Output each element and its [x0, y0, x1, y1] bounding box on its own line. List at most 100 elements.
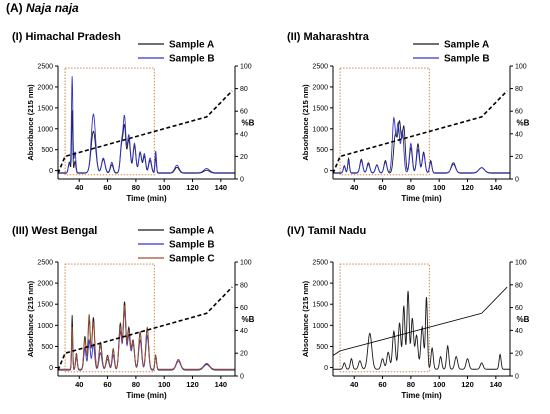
y2-tick-label: 80	[240, 282, 248, 289]
x-axis-label: Time (min)	[126, 194, 167, 203]
legend-label: Sample B	[444, 54, 490, 65]
y2-axis-label: %B	[242, 315, 255, 324]
y2-tick-label: 60	[240, 305, 248, 312]
y-tick-label: 500	[316, 147, 328, 154]
y2-tick-label: 0	[240, 177, 244, 184]
y-tick-label: 2500	[37, 260, 53, 267]
y2-tick-label: 0	[515, 177, 519, 184]
y-tick-label: 1500	[37, 302, 53, 309]
series-line-trace-1	[333, 290, 510, 370]
x-tick-label: 100	[158, 183, 171, 192]
figure-label: (A)	[6, 1, 23, 15]
y-axis-label: Absorbance (215 nm)	[26, 84, 35, 161]
legend-label: Sample B	[169, 240, 215, 251]
y-tick-label: 2000	[312, 281, 328, 288]
y2-tick-label: 20	[240, 154, 248, 161]
y-tick-label: 1000	[312, 323, 328, 330]
highlight-box	[339, 263, 430, 373]
y2-axis-label: %B	[517, 315, 530, 324]
x-tick-label: 140	[215, 380, 228, 389]
series-line-sample-b	[58, 76, 235, 174]
y2-tick-label: 80	[515, 282, 523, 289]
y2-tick-label: 0	[240, 374, 244, 381]
y-tick-label: 1000	[312, 126, 328, 133]
species-name: Naja naja	[26, 1, 79, 15]
y2-axis-label: %B	[517, 119, 530, 128]
highlight-box	[64, 67, 155, 176]
y2-tick-label: 0	[515, 374, 519, 381]
y2-tick-label: 20	[515, 154, 523, 161]
y2-tick-label: 40	[240, 328, 248, 335]
figure-title: (A) Naja naja	[6, 1, 79, 15]
y2-tick-label: 60	[515, 305, 523, 312]
x-tick-label: 60	[378, 380, 386, 389]
y-tick-label: 1500	[312, 105, 328, 112]
chart-title: (II) Maharashtra	[287, 31, 370, 43]
x-axis-label: Time (min)	[401, 194, 442, 203]
x-tick-label: 80	[132, 183, 140, 192]
series-line-sample-c	[58, 304, 235, 370]
x-tick-label: 140	[490, 380, 503, 389]
y-tick-label: 1500	[37, 105, 53, 112]
y-tick-label: 0	[324, 365, 328, 372]
x-tick-label: 140	[215, 183, 228, 192]
y2-tick-label: 20	[240, 351, 248, 358]
y2-axis-label: %B	[242, 119, 255, 128]
y2-tick-label: 40	[515, 328, 523, 335]
legend-label: Sample A	[444, 40, 489, 51]
y2-tick-label: 40	[240, 131, 248, 138]
y-tick-label: 0	[324, 168, 328, 175]
x-tick-label: 60	[103, 380, 111, 389]
y2-tick-label: 40	[515, 131, 523, 138]
x-tick-label: 140	[490, 183, 503, 192]
y-tick-label: 500	[41, 344, 53, 351]
x-tick-label: 120	[461, 183, 474, 192]
x-tick-label: 100	[433, 380, 446, 389]
x-tick-label: 100	[433, 183, 446, 192]
legend-label: Sample C	[169, 254, 215, 265]
y-tick-label: 2000	[312, 84, 328, 91]
y2-tick-label: 100	[515, 64, 527, 71]
y2-tick-label: 60	[515, 109, 523, 116]
y-tick-label: 0	[49, 365, 53, 372]
gradient-line	[332, 90, 508, 174]
y-tick-label: 1000	[37, 126, 53, 133]
x-tick-label: 80	[132, 380, 140, 389]
x-axis-label: Time (min)	[126, 391, 167, 400]
legend-label: Sample B	[169, 54, 215, 65]
x-axis-label: Time (min)	[401, 391, 442, 400]
y2-tick-label: 60	[240, 109, 248, 116]
y-axis-label: Absorbance (215 nm)	[26, 280, 35, 357]
y-tick-label: 2500	[312, 260, 328, 267]
series-line-sample-a	[58, 110, 235, 174]
x-tick-label: 120	[186, 380, 199, 389]
chart-title: (III) West Bengal	[12, 225, 97, 237]
y-axis-label: Absorbance (215 nm)	[301, 84, 310, 161]
series-line-sample-b	[333, 116, 510, 174]
x-tick-label: 60	[103, 183, 111, 192]
highlight-box	[64, 263, 155, 373]
y-axis-label: Absorbance (215 nm)	[301, 280, 310, 357]
y2-tick-label: 80	[240, 86, 248, 93]
x-tick-label: 40	[350, 183, 358, 192]
y2-tick-label: 20	[515, 351, 523, 358]
y-tick-label: 2000	[37, 84, 53, 91]
y-tick-label: 500	[41, 147, 53, 154]
x-tick-label: 60	[378, 183, 386, 192]
y2-tick-label: 80	[515, 86, 523, 93]
chart-title: (IV) Tamil Nadu	[287, 225, 366, 237]
x-tick-label: 40	[75, 183, 83, 192]
y-tick-label: 1500	[312, 302, 328, 309]
y2-tick-label: 100	[240, 64, 252, 71]
y-tick-label: 1000	[37, 323, 53, 330]
highlight-box	[339, 67, 430, 176]
gradient-line	[57, 286, 233, 371]
x-tick-label: 80	[407, 183, 415, 192]
gradient-line	[57, 90, 233, 174]
gradient-line	[332, 286, 508, 356]
y-tick-label: 2000	[37, 281, 53, 288]
legend-label: Sample A	[169, 226, 214, 237]
